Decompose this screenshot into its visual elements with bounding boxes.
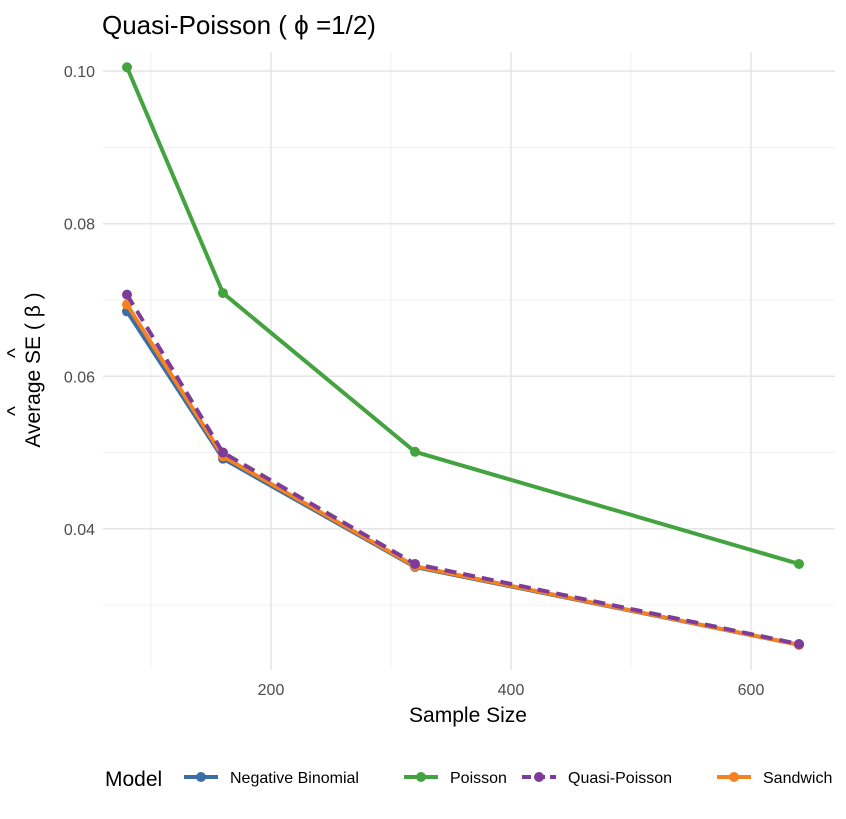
data-point [794, 558, 804, 569]
series-poisson [122, 62, 804, 569]
legend-label: Poisson [450, 770, 507, 787]
series-line [125, 303, 800, 647]
y-axis-title-close: ) [22, 292, 45, 305]
legend-label: Sandwich [763, 770, 832, 787]
x-tick-labels: 200 400 600 [258, 682, 765, 699]
legend-title: Model [105, 768, 162, 791]
data-point [794, 639, 804, 650]
legend-label: Quasi-Poisson [568, 770, 672, 787]
chart-title: Quasi-Poisson ( ϕ =1/2) [102, 10, 376, 40]
data-point [410, 558, 420, 569]
series-line [125, 310, 800, 647]
y-tick-label: 0.10 [64, 64, 95, 81]
y-tick-labels: 0.04 0.06 0.08 0.10 [64, 64, 95, 539]
legend: Model Negative Binomial Poisson Quasi-Pois… [105, 768, 832, 791]
y-axis-title: Average SE ( β ) ^ ^ [4, 292, 45, 447]
y-axis-title-prefix: Average [22, 364, 45, 448]
y-axis-title-open: ( [22, 317, 45, 336]
legend-key-point [729, 772, 739, 782]
x-tick-label: 200 [258, 682, 285, 699]
series-line [125, 293, 800, 647]
x-axis-title: Sample Size [409, 704, 527, 727]
legend-key-point [534, 772, 544, 782]
legend-item-negative-binomial: Negative Binomial [184, 770, 359, 787]
y-axis-title-text: Average SE ( β ) [22, 292, 45, 447]
data-point [410, 446, 420, 457]
series-line [125, 66, 800, 566]
legend-item-sandwich: Sandwich [717, 770, 832, 787]
legend-key-point [196, 772, 206, 782]
data-point [122, 289, 132, 300]
y-axis-title-se: SE [22, 336, 45, 364]
y-axis-title-beta: β [22, 305, 45, 317]
series-negative-binomial [122, 306, 804, 650]
y-axis-title-beta-hat: ^ [4, 348, 27, 358]
legend-key-point [416, 772, 426, 782]
legend-item-poisson: Poisson [404, 770, 507, 787]
series-quasi-poisson [122, 289, 804, 650]
y-tick-label: 0.08 [64, 217, 95, 234]
data-point [218, 288, 228, 299]
y-tick-label: 0.04 [64, 522, 95, 539]
series-layer [122, 62, 804, 650]
y-axis-title-se-hat: ^ [4, 406, 27, 416]
series-sandwich [122, 299, 804, 650]
x-tick-label: 600 [738, 682, 765, 699]
data-point [122, 62, 132, 73]
data-point [218, 447, 228, 458]
x-tick-label: 400 [498, 682, 525, 699]
legend-label: Negative Binomial [230, 770, 359, 787]
y-tick-label: 0.06 [64, 369, 95, 386]
legend-item-quasi-poisson: Quasi-Poisson [522, 770, 672, 787]
grid [103, 52, 835, 670]
